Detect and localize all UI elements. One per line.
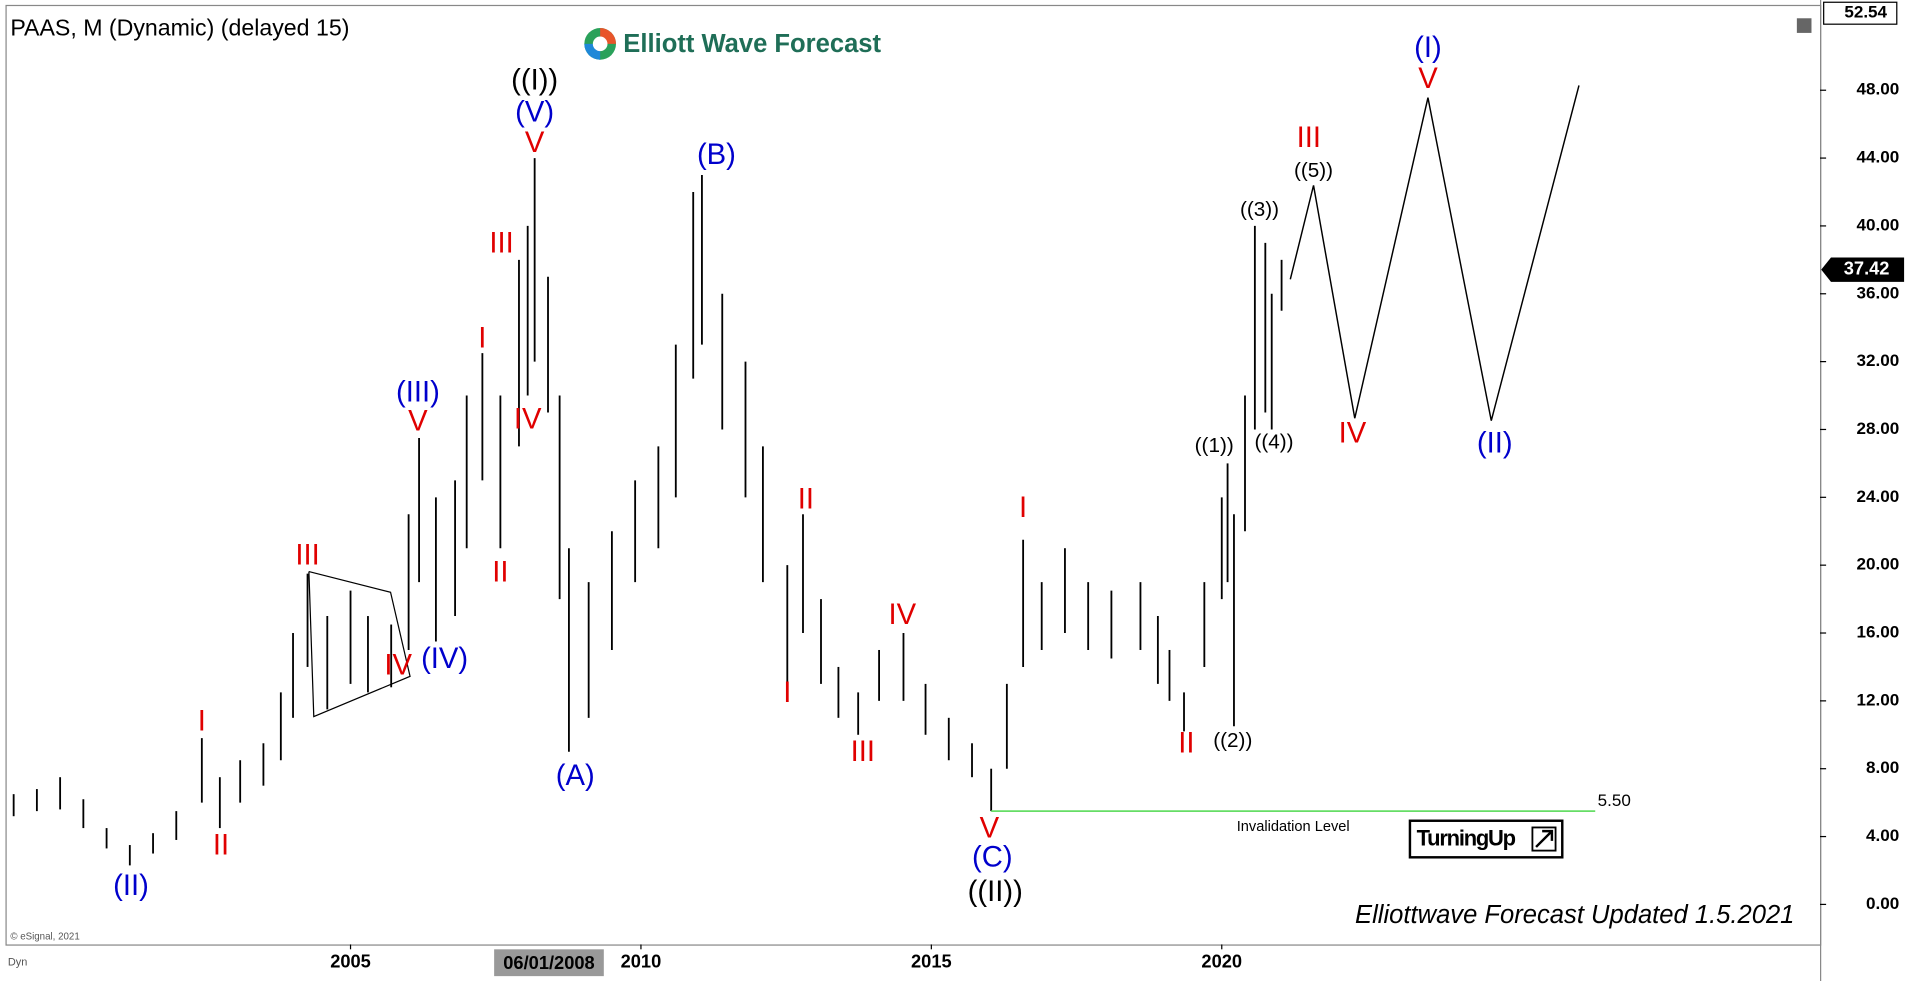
cursor-date-box: [494, 949, 604, 977]
y-tick-label: 0.00: [1866, 894, 1899, 913]
x-tick-label: 2020: [1201, 951, 1242, 972]
wave-label: III: [295, 539, 319, 571]
wave-label: (IV): [421, 643, 468, 675]
wave-label: ((3)): [1240, 198, 1279, 221]
projection-line: [1289, 85, 1580, 421]
wave-label: III: [851, 736, 875, 768]
wave-label: IV: [514, 404, 542, 436]
window-icon: [1796, 18, 1812, 33]
wave-label: I: [478, 322, 486, 354]
wave-label: IV: [1339, 417, 1367, 449]
wave-label: (III): [396, 377, 440, 409]
badge-text: TurningUp: [1417, 825, 1516, 850]
y-tick-label: 12.00: [1857, 690, 1900, 709]
wave-label: II: [213, 829, 229, 861]
y-tick-label: 32.00: [1857, 351, 1900, 370]
wave-label: III: [1297, 122, 1321, 154]
wave-label: IV: [384, 650, 412, 682]
y-tick-label: 28.00: [1857, 419, 1900, 438]
wave-label: ((4)): [1254, 431, 1293, 454]
chart-title: PAAS, M (Dynamic) (delayed 15): [10, 14, 349, 40]
invalidation-value: 5.50: [1598, 791, 1631, 810]
footer-text: Elliottwave Forecast Updated 1.5.2021: [1355, 901, 1794, 929]
corner-label: Dyn: [8, 957, 27, 969]
y-tick-label: 44.00: [1857, 148, 1900, 167]
top-price: 52.54: [1844, 3, 1887, 22]
wave-label: (A): [556, 760, 595, 792]
wave-label: III: [489, 227, 513, 259]
wave-label: II: [1178, 728, 1194, 760]
wave-label: IV: [888, 599, 916, 631]
last-price: 37.42: [1844, 258, 1890, 279]
wave-label: I: [1019, 492, 1027, 524]
y-tick-label: 48.00: [1857, 80, 1900, 99]
wave-label: (B): [697, 139, 736, 171]
wave-label: II: [492, 556, 508, 588]
x-tick-label: 2005: [330, 951, 371, 972]
wave-label: (C): [972, 841, 1013, 873]
wave-label: ((2)): [1213, 729, 1252, 752]
badge-arrow: [1535, 829, 1554, 848]
wave-label: I: [783, 677, 791, 709]
cursor-date: 06/01/2008: [503, 952, 594, 973]
last-price-box: [1821, 257, 1905, 282]
y-tick-label: 36.00: [1857, 283, 1900, 302]
top-price-box: [1823, 1, 1898, 25]
y-tick-label: 24.00: [1857, 487, 1900, 506]
wave-label: ((5)): [1294, 159, 1333, 182]
wave-label: ((1)): [1195, 434, 1234, 457]
y-tick-label: 40.00: [1857, 215, 1900, 234]
wave-label: II: [798, 483, 814, 515]
badge-arrow-box: [1531, 826, 1557, 852]
wave-label: (II): [1477, 427, 1513, 459]
wave-label: ((II)): [968, 876, 1023, 908]
x-tick-label: 2010: [621, 951, 662, 972]
wave-label: V: [408, 405, 428, 437]
badge: TurningUp: [1408, 819, 1564, 859]
y-tick-label: 8.00: [1866, 758, 1899, 777]
y-tick-label: 16.00: [1857, 623, 1900, 642]
wave-label: V: [525, 127, 545, 159]
logo: Elliott Wave Forecast: [584, 28, 882, 60]
wave-label: (V): [515, 97, 554, 129]
copyright: © eSignal, 2021: [10, 932, 79, 943]
wave-label: (II): [113, 870, 149, 902]
triangle-pattern: [308, 570, 411, 718]
wave-label: V: [1418, 63, 1438, 95]
invalidation-text: Invalidation Level: [1237, 819, 1350, 835]
wave-label: ((I)): [511, 64, 558, 96]
y-tick-label: 4.00: [1866, 826, 1899, 845]
wave-label: I: [198, 706, 206, 738]
x-tick-label: 2015: [911, 951, 952, 972]
logo-icon-core: [592, 36, 608, 52]
wave-label: (I): [1414, 32, 1442, 64]
logo-text: Elliott Wave Forecast: [623, 30, 881, 58]
y-tick-label: 20.00: [1857, 555, 1900, 574]
wave-label: V: [980, 812, 1000, 844]
